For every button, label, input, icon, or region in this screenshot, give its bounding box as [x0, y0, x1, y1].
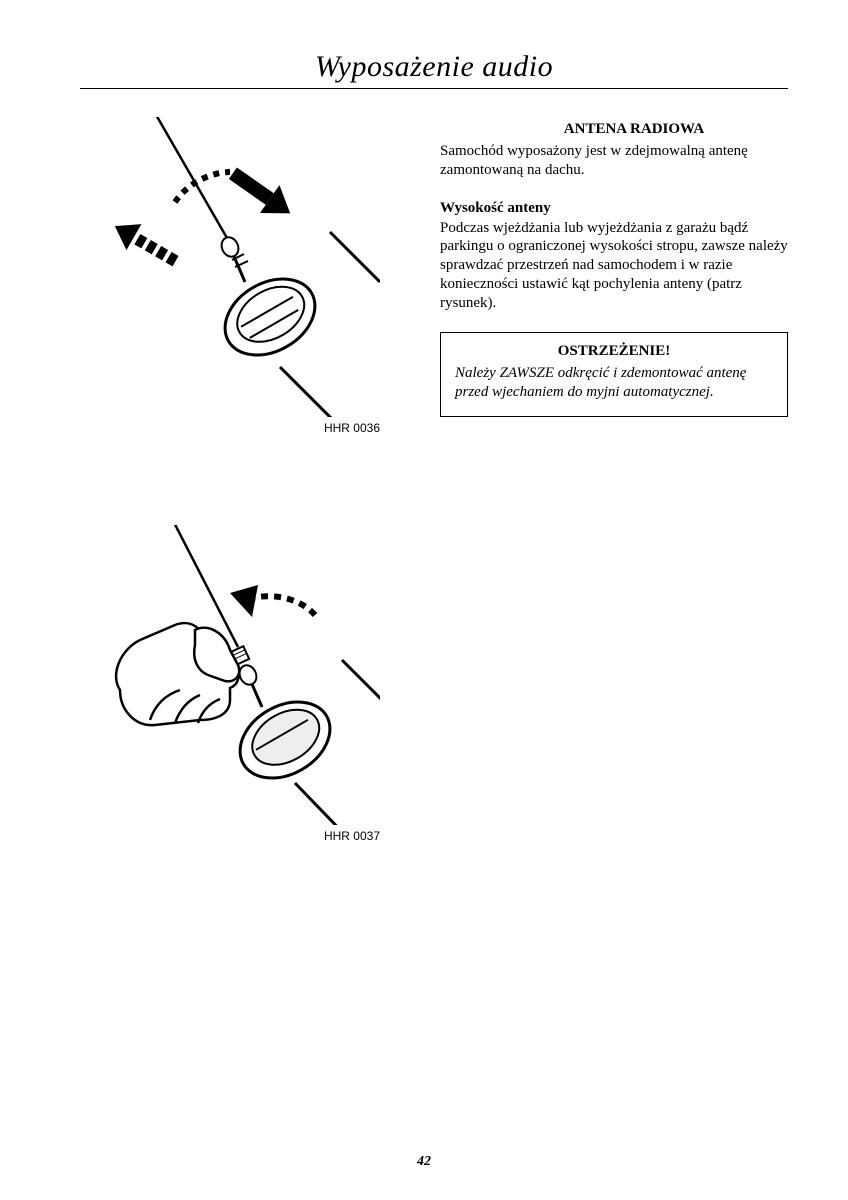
antenna-tilt-illustration [80, 117, 380, 417]
content-columns: HHR 0036 [80, 117, 788, 843]
title-underline [80, 88, 788, 89]
body-paragraph: Podczas wjeżdżania lub wyjeżdżania z gar… [440, 219, 788, 313]
figure-1-caption: HHR 0036 [80, 421, 420, 435]
subsection-heading: Wysokość anteny [440, 200, 788, 217]
page-title: Wyposażenie audio [80, 50, 788, 84]
section-heading: ANTENA RADIOWA [440, 121, 788, 138]
warning-text: Należy ZAWSZE odkręcić i zdemontować ant… [455, 364, 773, 402]
intro-paragraph: Samochód wyposażony jest w zdejmowalną a… [440, 142, 788, 180]
figure-2 [80, 525, 380, 825]
manual-page: Wyposażenie audio [0, 0, 848, 1200]
page-number: 42 [0, 1154, 848, 1170]
right-column: ANTENA RADIOWA Samochód wyposażony jest … [440, 117, 788, 843]
warning-title: OSTRZEŻENIE! [455, 343, 773, 360]
figure-1 [80, 117, 380, 417]
antenna-remove-illustration [80, 525, 380, 825]
figure-2-caption: HHR 0037 [80, 829, 420, 843]
warning-box: OSTRZEŻENIE! Należy ZAWSZE odkręcić i zd… [440, 332, 788, 417]
left-column: HHR 0036 [80, 117, 420, 843]
